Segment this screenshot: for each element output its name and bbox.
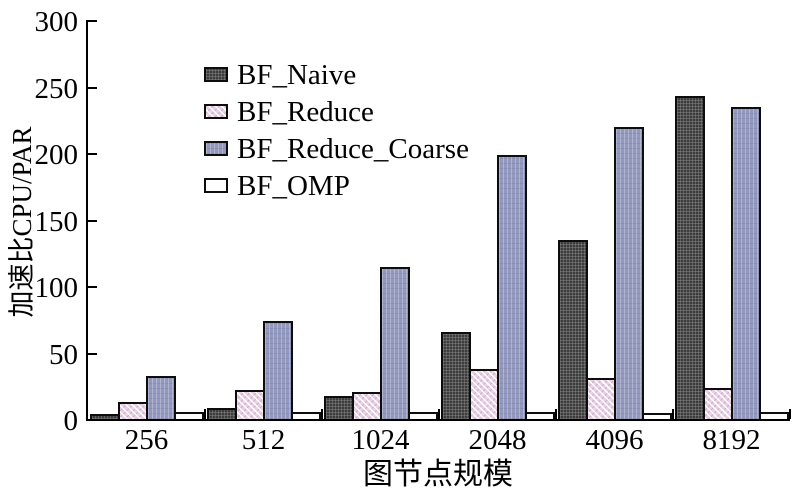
legend-item-bf_reduce: BF_Reduce bbox=[204, 93, 469, 130]
x-axis-tick bbox=[438, 409, 440, 419]
x-tick-label-2048: 2048 bbox=[468, 424, 527, 456]
bar-bf_reduce-8192 bbox=[702, 387, 733, 419]
x-axis-tick bbox=[204, 409, 206, 419]
y-tick-label: 250 bbox=[34, 72, 79, 105]
y-tick-label: 300 bbox=[34, 6, 79, 38]
bar-bf_omp-1024 bbox=[407, 411, 438, 419]
y-axis-tick bbox=[88, 20, 97, 22]
y-axis-tick bbox=[88, 86, 97, 89]
legend-swatch-omp-icon bbox=[204, 178, 228, 193]
bar-group-8192 bbox=[673, 96, 790, 419]
x-tick-label-256: 256 bbox=[124, 424, 169, 456]
bar-bf_reduce_coarse-1024 bbox=[379, 266, 410, 419]
x-axis-tick bbox=[672, 409, 674, 419]
bar-bf_omp-8192 bbox=[758, 411, 789, 419]
x-axis-tick bbox=[555, 409, 557, 419]
legend-swatch-coarse-icon bbox=[204, 141, 228, 156]
bar-bf_omp-4096 bbox=[641, 413, 672, 419]
bar-bf_reduce-512 bbox=[234, 390, 265, 419]
bar-bf_reduce_coarse-4096 bbox=[613, 127, 644, 419]
y-axis-tick bbox=[88, 286, 97, 288]
legend-label: BF_Reduce_Coarse bbox=[237, 132, 469, 165]
bar-bf_reduce-2048 bbox=[468, 369, 499, 419]
bar-bf_naive-256 bbox=[89, 414, 120, 419]
bar-group-1024 bbox=[322, 266, 439, 419]
legend-swatch-reduce-icon bbox=[204, 104, 228, 119]
x-tick-label-4096: 4096 bbox=[585, 424, 644, 456]
bar-group-2048 bbox=[439, 155, 556, 419]
bar-bf_reduce-256 bbox=[117, 402, 148, 419]
x-tick-label-8192: 8192 bbox=[702, 424, 761, 456]
bar-group-512 bbox=[205, 321, 322, 419]
bar-bf_omp-2048 bbox=[524, 411, 555, 419]
bar-bf_omp-256 bbox=[173, 411, 204, 419]
legend-item-bf_omp: BF_OMP bbox=[204, 167, 469, 204]
bar-bf_naive-8192 bbox=[674, 96, 705, 419]
y-axis-tick bbox=[88, 153, 97, 155]
bar-group-4096 bbox=[556, 127, 673, 419]
plot-area: BF_Naive BF_Reduce BF_Reduce_Coarse BF_OMP bbox=[86, 20, 791, 421]
bar-bf_naive-4096 bbox=[557, 240, 588, 419]
legend-item-bf_reduce_coarse: BF_Reduce_Coarse bbox=[204, 130, 469, 167]
y-tick-label: 50 bbox=[49, 338, 78, 371]
legend-item-bf_naive: BF_Naive bbox=[204, 56, 469, 93]
legend-label: BF_Naive bbox=[237, 58, 357, 91]
bar-bf_omp-512 bbox=[290, 411, 321, 419]
bar-bf_reduce-4096 bbox=[585, 378, 616, 419]
x-axis-title: 图节点规模 bbox=[363, 458, 513, 491]
bar-bf_naive-2048 bbox=[440, 331, 471, 419]
bar-bf_reduce_coarse-2048 bbox=[496, 155, 527, 419]
x-axis-tick bbox=[321, 409, 323, 419]
bar-bf_reduce-1024 bbox=[351, 391, 382, 419]
y-tick-label: 200 bbox=[34, 139, 79, 171]
y-tick-label: 150 bbox=[34, 205, 79, 238]
bar-bf_naive-1024 bbox=[323, 395, 354, 419]
bar-bf_reduce_coarse-8192 bbox=[730, 107, 761, 419]
legend-label: BF_Reduce bbox=[237, 95, 374, 128]
y-tick-label: 100 bbox=[34, 272, 79, 304]
bar-bf_reduce_coarse-512 bbox=[262, 321, 293, 419]
x-tick-label-1024: 1024 bbox=[351, 424, 410, 456]
legend: BF_Naive BF_Reduce BF_Reduce_Coarse BF_OMP bbox=[204, 56, 469, 204]
legend-swatch-naive-icon bbox=[204, 67, 228, 82]
x-axis-tick bbox=[789, 409, 791, 419]
y-tick-label: 0 bbox=[63, 405, 79, 437]
legend-label: BF_OMP bbox=[237, 169, 350, 202]
bar-bf_reduce_coarse-256 bbox=[145, 375, 176, 419]
bar-bf_naive-512 bbox=[206, 407, 237, 419]
x-tick-label-512: 512 bbox=[241, 424, 286, 456]
y-axis-tick bbox=[88, 352, 97, 355]
bar-group-256 bbox=[88, 375, 205, 419]
y-axis-tick bbox=[88, 219, 97, 222]
